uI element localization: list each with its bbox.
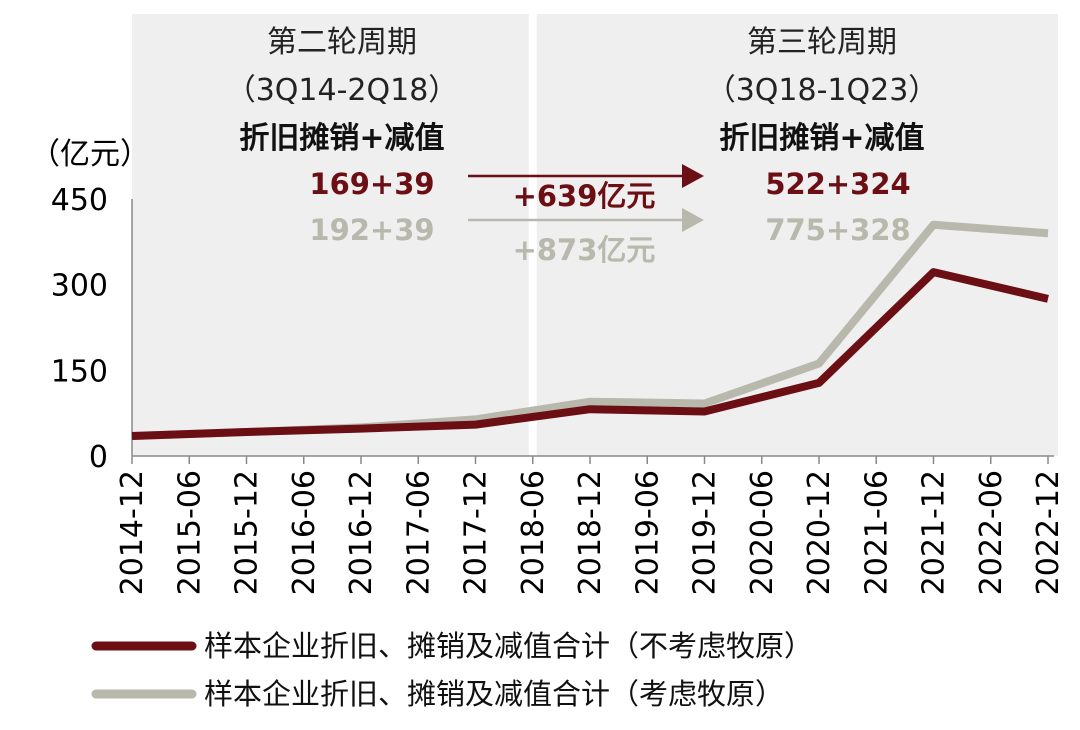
arrow-light-label: +873亿元: [513, 233, 656, 267]
period-3-range: （3Q18-1Q23）: [706, 73, 939, 108]
period-2-range: （3Q14-2Q18）: [226, 73, 459, 108]
arrow-dark: [468, 164, 704, 188]
legend: 样本企业折旧、摊销及减值合计（不考虑牧原） 样本企业折旧、摊销及减值合计（考虑牧…: [91, 629, 813, 711]
period-3-value-a: 522+324: [765, 167, 910, 201]
x-tick-label: 2018-06: [516, 470, 551, 595]
period-3-subtitle: 折旧摊销+减值: [719, 121, 924, 156]
x-tick-label: 2021-06: [859, 470, 894, 595]
x-tick-label: 2022-06: [974, 470, 1009, 595]
x-tick-label: 2021-12: [917, 470, 952, 595]
series-line-dark: [131, 268, 1049, 440]
x-tick-label: 2014-12: [115, 470, 150, 595]
x-tick-label: 2015-06: [172, 470, 207, 595]
y-tick-label: 0: [89, 440, 108, 475]
legend-label-dark: 样本企业折旧、摊销及减值合计（不考虑牧原）: [204, 629, 813, 663]
x-tick-label: 2020-06: [745, 470, 780, 595]
x-tick-label: 2015-12: [230, 470, 265, 595]
y-tick-label: 450: [51, 183, 108, 218]
x-tick-label: 2022-12: [1031, 470, 1066, 595]
y-tick-label: 300: [51, 269, 108, 304]
legend-label-light: 样本企业折旧、摊销及减值合计（考虑牧原）: [204, 677, 784, 711]
x-tick-label: 2017-12: [459, 470, 494, 595]
period-3-background: [536, 14, 1058, 456]
period-2-subtitle: 折旧摊销+减值: [239, 121, 444, 156]
x-tick-label: 2017-06: [401, 470, 436, 595]
x-tick-label: 2019-06: [630, 470, 665, 595]
period-2-value-b: 192+39: [309, 213, 434, 247]
arrow-dark-label: +639亿元: [513, 179, 656, 213]
series-lines: [131, 220, 1049, 440]
x-tick-label: 2020-12: [802, 470, 837, 595]
x-tick-label: 2018-12: [573, 470, 608, 595]
period-3-title: 第三轮周期: [747, 25, 897, 60]
y-tick-label: 150: [51, 354, 108, 389]
axes: 0 150 300 450 2014-12 2015-06 2015-12 2016-06 20…: [51, 183, 1066, 595]
y-axis-unit: （亿元）: [30, 137, 150, 172]
period-2-background: [132, 14, 529, 456]
x-tick-label: 2016-06: [287, 470, 322, 595]
arrow-light: [468, 208, 704, 232]
x-tick-label: 2016-12: [344, 470, 379, 595]
period-2-title: 第二轮周期: [267, 25, 417, 60]
period-3-value-b: 775+328: [765, 213, 910, 247]
period-2-value-a: 169+39: [309, 167, 434, 201]
x-tick-label: 2019-12: [688, 470, 723, 595]
